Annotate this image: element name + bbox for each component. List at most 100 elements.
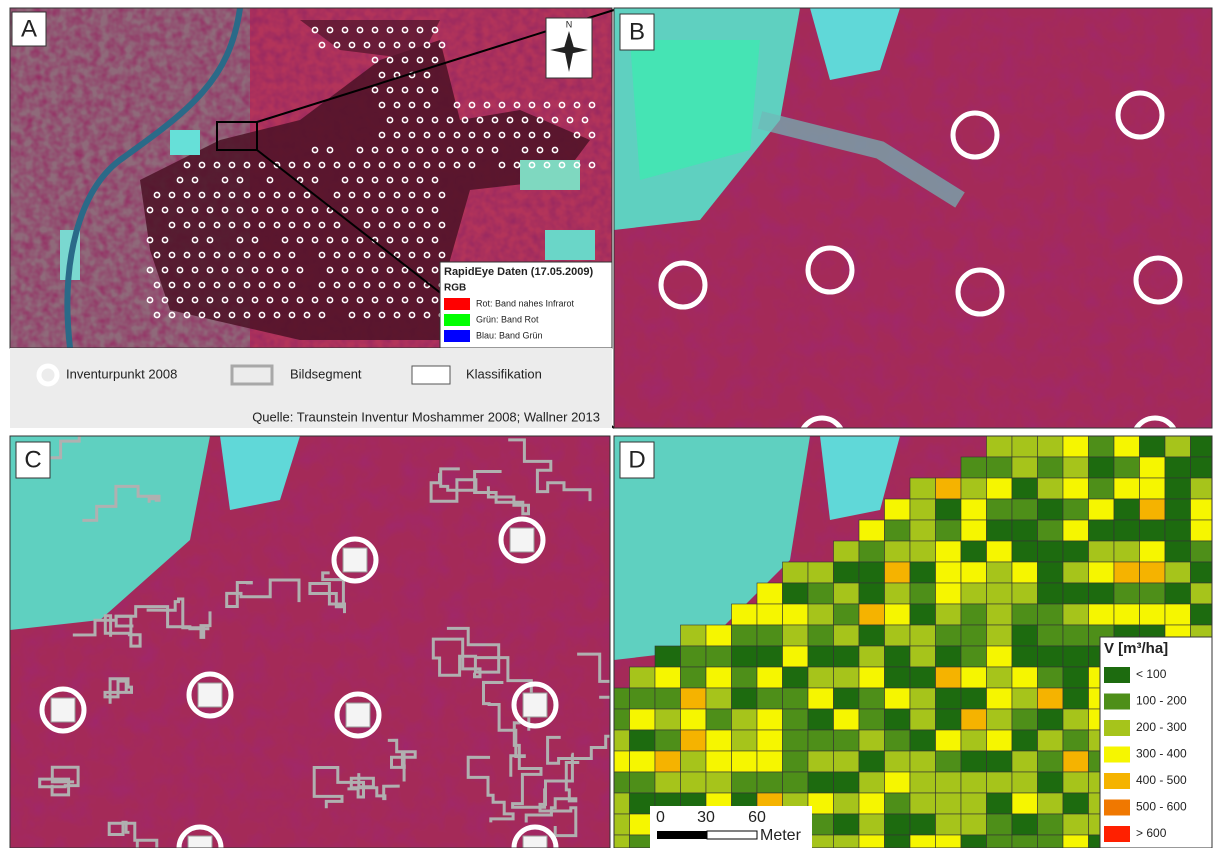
figure: A N RapidEye Daten (17.05.2009) RGB Rot:…	[0, 0, 1216, 848]
raster-cell	[1089, 562, 1115, 583]
raster-cell	[1012, 730, 1038, 751]
raster-cell	[1089, 457, 1115, 478]
raster-cell	[885, 793, 911, 814]
raster-cell	[655, 667, 681, 688]
legend-swatch	[1104, 667, 1130, 683]
raster-cell	[859, 562, 885, 583]
raster-cell	[706, 646, 732, 667]
legend-swatch	[1104, 747, 1130, 763]
raster-cell	[987, 541, 1013, 562]
legend-swatch	[1104, 720, 1130, 736]
raster-cell	[834, 625, 860, 646]
raster-cell	[757, 625, 783, 646]
raster-cell	[910, 541, 936, 562]
raster-cell	[706, 625, 732, 646]
raster-cell	[910, 667, 936, 688]
raster-cell	[783, 646, 809, 667]
raster-cell	[936, 646, 962, 667]
raster-cell	[783, 583, 809, 604]
raster-cell	[910, 730, 936, 751]
raster-cell	[1063, 835, 1089, 848]
raster-cell	[1114, 541, 1140, 562]
raster-cell	[783, 709, 809, 730]
raster-cell	[1012, 541, 1038, 562]
raster-cell	[859, 604, 885, 625]
legend-item: Blau: Band Grün	[476, 330, 543, 340]
raster-cell	[1140, 562, 1166, 583]
raster-cell	[885, 604, 911, 625]
raster-cell	[783, 667, 809, 688]
raster-cell	[681, 730, 707, 751]
raster-cell	[1063, 499, 1089, 520]
raster-cell	[783, 625, 809, 646]
raster-cell	[987, 667, 1013, 688]
raster-cell	[1114, 499, 1140, 520]
raster-cell	[859, 583, 885, 604]
raster-cell	[1038, 709, 1064, 730]
raster-cell	[783, 730, 809, 751]
raster-cell	[834, 604, 860, 625]
raster-cell	[859, 709, 885, 730]
raster-cell	[961, 583, 987, 604]
raster-cell	[910, 688, 936, 709]
panel-label: C	[24, 446, 41, 473]
raster-cell	[834, 646, 860, 667]
raster-cell	[1063, 730, 1089, 751]
legend-item: 100 - 200	[1136, 694, 1187, 708]
raster-cell	[936, 688, 962, 709]
raster-cell	[885, 772, 911, 793]
raster-cell	[655, 646, 681, 667]
classified-segment	[346, 703, 370, 727]
raster-cell	[655, 772, 681, 793]
classified-segment	[51, 698, 75, 722]
raster-cell	[1063, 751, 1089, 772]
raster-cell	[834, 793, 860, 814]
raster-cell	[910, 814, 936, 835]
raster-cell	[834, 562, 860, 583]
raster-cell	[987, 436, 1013, 457]
raster-cell	[910, 793, 936, 814]
raster-cell	[1063, 688, 1089, 709]
raster-cell	[1165, 583, 1191, 604]
raster-cell	[655, 730, 681, 751]
raster-cell	[859, 793, 885, 814]
raster-cell	[1012, 688, 1038, 709]
raster-cell	[1063, 772, 1089, 793]
north-label: N	[566, 19, 573, 29]
raster-cell	[808, 562, 834, 583]
legend-item: Grün: Band Rot	[476, 314, 539, 324]
raster-cell	[1063, 457, 1089, 478]
raster-cell	[987, 499, 1013, 520]
raster-cell	[757, 688, 783, 709]
raster-cell	[987, 772, 1013, 793]
raster-cell	[1165, 457, 1191, 478]
source: Quelle: Traunstein Inventur Moshammer 20…	[252, 409, 600, 424]
raster-cell	[910, 520, 936, 541]
raster-cell	[1063, 667, 1089, 688]
raster-cell	[987, 457, 1013, 478]
raster-cell	[1038, 751, 1064, 772]
raster-cell	[1114, 436, 1140, 457]
raster-cell	[1140, 583, 1166, 604]
raster-cell	[1012, 478, 1038, 499]
raster-cell	[732, 646, 758, 667]
raster-cell	[885, 562, 911, 583]
raster-cell	[1038, 604, 1064, 625]
raster-cell	[987, 604, 1013, 625]
raster-cell	[1165, 541, 1191, 562]
raster-cell	[732, 667, 758, 688]
raster-cell	[834, 541, 860, 562]
raster-cell	[681, 667, 707, 688]
legend-swatch	[1104, 773, 1130, 789]
raster-cell	[834, 667, 860, 688]
raster-cell	[961, 457, 987, 478]
raster-cell	[1063, 520, 1089, 541]
raster-cell	[1063, 625, 1089, 646]
raster-cell	[936, 541, 962, 562]
raster-cell	[987, 478, 1013, 499]
legend-swatch	[1104, 826, 1130, 842]
raster-cell	[757, 604, 783, 625]
raster-cell	[1063, 541, 1089, 562]
raster-cell	[681, 646, 707, 667]
legend-swatch	[1104, 694, 1130, 710]
